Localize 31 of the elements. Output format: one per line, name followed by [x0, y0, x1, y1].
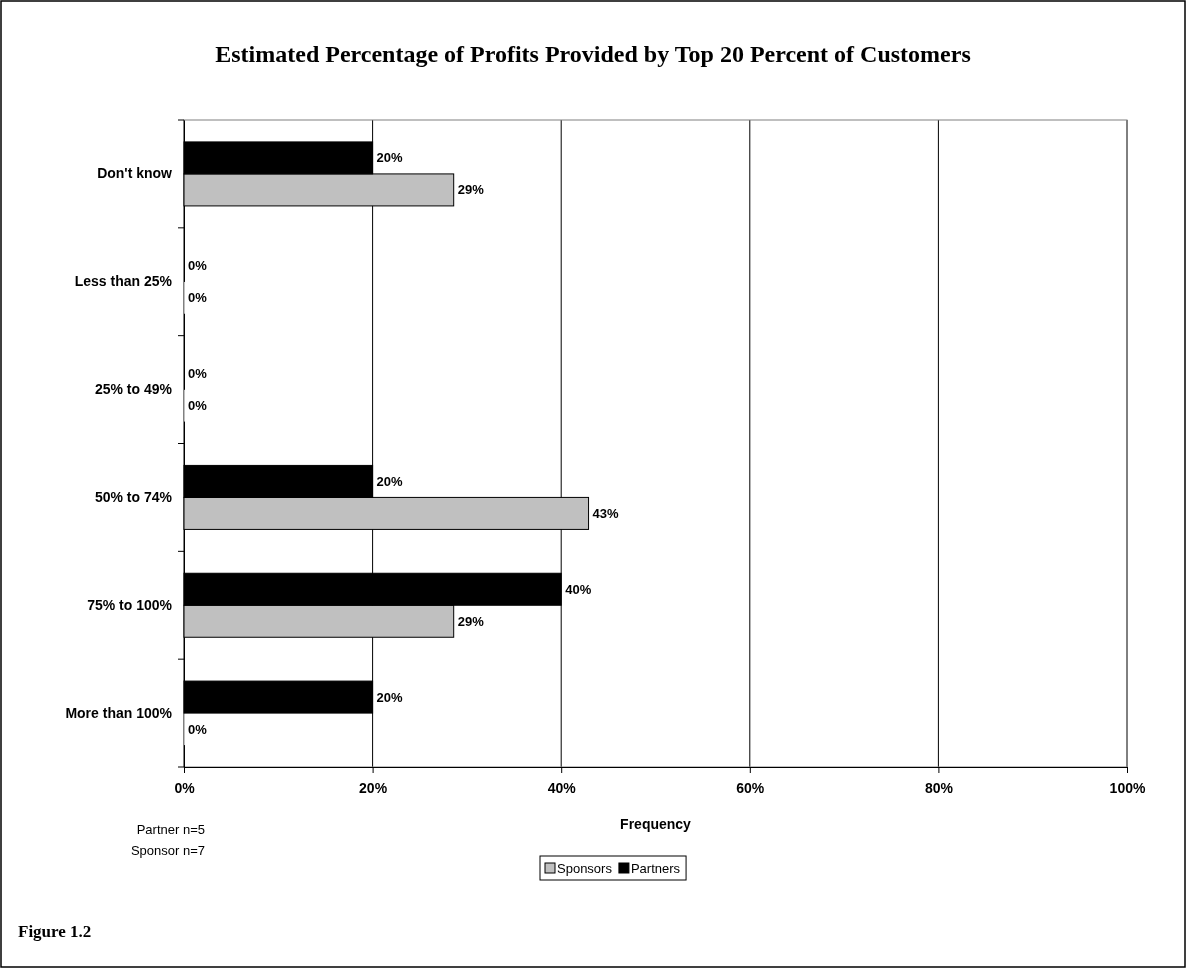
data-label: 20%: [376, 150, 404, 166]
data-label: 40%: [565, 581, 592, 597]
x-tick-label: 0%: [174, 779, 196, 796]
x-tick-label: 20%: [359, 779, 388, 796]
x-tick-label: 40%: [547, 779, 577, 796]
data-label: 20%: [376, 689, 404, 705]
y-tick-label: 25% to 49%: [94, 381, 173, 398]
chart-title: Estimated Percentage of Profits Provided by Top 20 Percent of Customers: [215, 41, 971, 67]
data-label: 20%: [376, 473, 404, 489]
data-label: 0%: [188, 258, 208, 274]
x-axis-title: Frequency: [620, 816, 692, 832]
caption: Figure 1.2: [18, 922, 92, 941]
data-label: 0%: [188, 366, 208, 382]
text: Sponsor n=7: [130, 843, 205, 858]
text: Partner n=5: [136, 822, 205, 837]
legend-label: Partners: [630, 861, 681, 876]
x-tick-label: 60%: [736, 779, 765, 796]
y-tick-label: Less than 25%: [74, 273, 173, 290]
y-tick-label: 75% to 100%: [87, 596, 173, 613]
y-tick-label: Don't know: [97, 165, 173, 182]
data-label: 0%: [188, 398, 208, 414]
y-tick-label: 50% to 74%: [94, 488, 173, 505]
y-tick-label: More than 100%: [65, 704, 173, 721]
legend-label: Sponsors: [557, 861, 613, 876]
data-label: 43%: [592, 505, 620, 521]
x-tick-label: 80%: [924, 779, 954, 796]
data-label: 0%: [188, 290, 208, 306]
x-tick-label: 100%: [1109, 779, 1146, 796]
data-label: 29%: [457, 182, 485, 198]
data-label: 0%: [188, 721, 208, 737]
data-label: 29%: [457, 613, 485, 629]
